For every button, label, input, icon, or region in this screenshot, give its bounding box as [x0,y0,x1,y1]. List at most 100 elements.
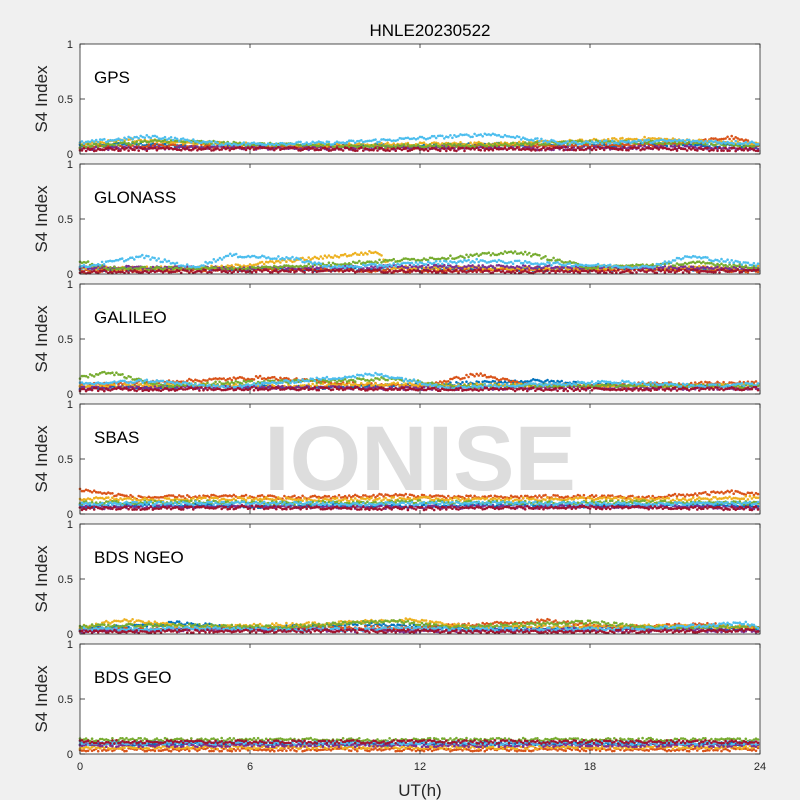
data-point [163,138,167,142]
data-point [80,143,84,147]
data-point [147,143,151,146]
data-point [497,133,501,137]
data-point [756,147,760,151]
data-point [125,138,128,141]
data-point [568,262,572,265]
data-point [716,138,719,141]
data-point [700,139,703,143]
data-point [244,141,248,144]
data-point [471,135,474,139]
data-point [744,141,748,144]
data-point [406,270,410,274]
data-point [428,136,432,140]
data-point [147,140,151,144]
data-point [190,269,193,272]
data-point [173,143,177,147]
data-point [208,144,211,147]
data-point [400,142,404,146]
data-point [625,138,628,141]
data-point [540,139,543,143]
data-point [564,264,567,267]
data-point [633,137,636,141]
data-point [689,145,693,148]
data-point [436,268,440,271]
data-point [517,259,521,263]
data-point [327,140,331,144]
data-point [360,139,363,142]
data-point [481,264,485,267]
data-point [200,146,203,149]
data-point [639,144,642,148]
data-point [179,267,183,270]
data-point [734,136,737,139]
data-point [82,263,86,267]
data-point [746,149,750,152]
data-point [216,141,219,145]
data-point [673,264,677,268]
data-point [283,257,286,261]
data-point [202,264,205,267]
data-point [728,137,731,141]
data-point [519,138,523,141]
data-point [623,145,626,149]
data-point [681,139,685,142]
data-point [169,143,173,146]
data-point [434,143,438,146]
data-point [133,142,136,145]
data-point [475,146,479,149]
data-point [161,260,164,264]
data-point [84,145,88,149]
data-point [596,145,600,149]
data-point [489,253,493,257]
data-point [92,147,96,151]
data-point [649,143,652,146]
data-point [406,266,410,270]
data-point [517,135,521,139]
data-point [337,255,341,259]
data-point [536,143,539,146]
data-point [262,262,266,266]
data-point [706,146,709,149]
data-point [210,142,213,145]
data-point [155,142,159,146]
data-point [592,146,596,150]
data-point [562,146,565,149]
data-point [307,262,311,266]
data-point [277,255,280,258]
data-point [137,146,140,149]
data-point [107,144,110,148]
data-point [704,138,707,141]
data-point [311,257,315,260]
data-point [309,265,313,268]
data-point [88,145,92,148]
data-point [647,142,650,146]
data-point [455,142,458,145]
data-point [167,140,171,144]
data-point [291,255,294,259]
data-point [738,147,742,150]
data-point [736,264,739,268]
data-point [744,264,748,268]
data-point [449,148,452,152]
data-point [133,258,136,261]
data-point [418,141,422,144]
data-point [455,262,458,265]
data-point [386,141,389,145]
data-point [471,264,474,267]
data-point [746,139,750,142]
data-point [515,269,519,273]
data-point [550,144,553,148]
data-point [481,135,485,138]
data-point [548,261,551,265]
data-point [513,141,517,145]
data-point [119,141,122,144]
data-point [382,144,385,147]
data-point [212,146,215,150]
data-point [550,258,553,262]
data-point [98,142,102,146]
data-point [98,264,102,267]
data-point [461,381,464,384]
data-point [117,143,120,147]
data-point [204,268,207,272]
